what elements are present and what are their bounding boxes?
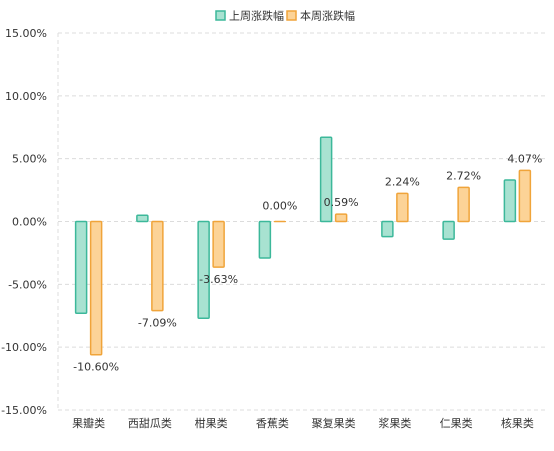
y-tick-label: 10.00%: [5, 90, 47, 103]
bar-last-week: [259, 222, 270, 258]
data-label: 0.00%: [262, 200, 297, 213]
bar-this-week: [213, 222, 224, 268]
x-tick-label: 西甜瓜类: [128, 416, 172, 430]
data-label: 0.59%: [324, 196, 359, 209]
bar-last-week: [504, 180, 515, 221]
data-label: -10.60%: [73, 361, 119, 374]
x-tick-label: 果瓣类: [72, 416, 105, 430]
gridlines: [58, 33, 548, 410]
data-label: 2.72%: [446, 169, 481, 182]
y-axis: 15.00% 10.00% 5.00% 0.00% -5.00% -10.00% -15.0…: [1, 27, 47, 417]
data-label: 2.24%: [385, 175, 420, 188]
legend-swatch: [287, 11, 296, 20]
bar-last-week: [198, 222, 209, 319]
bar-last-week: [443, 222, 454, 240]
y-tick-label: -10.00%: [1, 341, 47, 354]
bar-this-week: [458, 187, 469, 221]
x-tick-label: 浆果类: [378, 416, 411, 430]
legend-label: 本周涨跌幅: [300, 9, 355, 23]
bar-this-week: [519, 170, 530, 221]
x-tick-label: 仁果类: [440, 416, 473, 430]
y-tick-label: -5.00%: [8, 278, 47, 291]
x-tick-label: 柑果类: [195, 416, 228, 430]
y-tick-label: 5.00%: [12, 153, 47, 166]
bar-this-week: [336, 214, 347, 221]
y-tick-label: -15.00%: [1, 404, 47, 417]
y-tick-label: 15.00%: [5, 27, 47, 40]
bar-last-week: [382, 222, 393, 237]
x-axis: 果瓣类 西甜瓜类 柑果类 香蕉类 聚复果类 浆果类 仁果类 核果类: [72, 416, 534, 430]
legend-swatch: [216, 11, 225, 20]
data-label: -7.09%: [138, 317, 177, 330]
bar-this-week: [152, 222, 163, 311]
data-label: -3.63%: [199, 273, 238, 286]
bar-last-week: [76, 222, 87, 314]
bar-this-week: [397, 193, 408, 221]
data-label: 4.07%: [507, 152, 542, 165]
x-tick-label: 香蕉类: [256, 416, 289, 430]
x-tick-label: 核果类: [501, 416, 534, 430]
legend-label: 上周涨跌幅: [229, 9, 284, 23]
x-tick-label: 聚复果类: [312, 416, 356, 430]
bar-this-week: [91, 222, 102, 355]
data-labels: -10.60% -7.09% -3.63% 0.00% 0.59% 2.24% 2.72% 4…: [73, 152, 542, 373]
y-tick-label: 0.00%: [12, 216, 47, 229]
legend: 上周涨跌幅 本周涨跌幅: [216, 9, 355, 23]
bar-last-week: [137, 215, 148, 221]
